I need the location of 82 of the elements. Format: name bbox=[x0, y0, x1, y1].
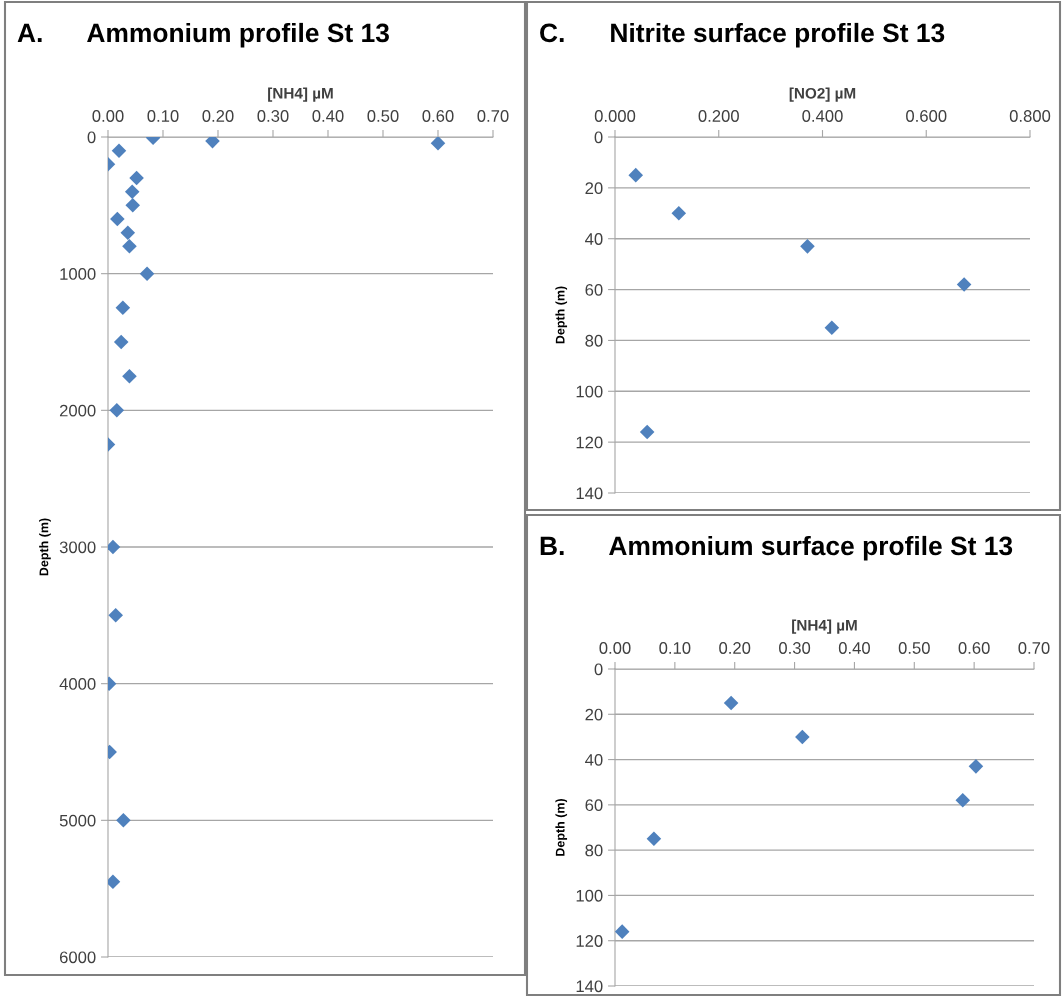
point bbox=[955, 793, 971, 808]
point bbox=[120, 225, 136, 240]
point bbox=[671, 206, 687, 221]
x-tick-label: 0.30 bbox=[257, 110, 289, 122]
x-tick-label: 0.000 bbox=[594, 110, 636, 122]
x-tick-label: 0.40 bbox=[312, 110, 344, 122]
y-tick-label: 5000 bbox=[59, 814, 96, 827]
x-tick-label: 0.30 bbox=[779, 642, 811, 654]
x-tick-label: 0.20 bbox=[719, 642, 751, 654]
x-tick-label: 0.50 bbox=[367, 110, 399, 122]
y-tick-label: 0 bbox=[87, 131, 96, 144]
y-tick-label: 3000 bbox=[59, 541, 96, 554]
point bbox=[108, 874, 121, 890]
point bbox=[113, 334, 129, 350]
chart-title: A. Ammonium profile St 13 bbox=[17, 22, 389, 48]
x-tick-label: 0.60 bbox=[422, 110, 454, 122]
x-axis-title: [NH4] µM bbox=[268, 87, 333, 102]
point bbox=[956, 277, 972, 292]
y-tick-label: 6000 bbox=[59, 951, 96, 964]
x-tick-label: 0.200 bbox=[698, 110, 739, 122]
y-tick-label: 140 bbox=[576, 487, 603, 500]
x-tick-label: 0.50 bbox=[898, 642, 930, 654]
y-tick-label: 140 bbox=[576, 980, 603, 993]
point bbox=[125, 198, 141, 213]
point bbox=[109, 403, 125, 418]
x-tick-label: 0.60 bbox=[958, 642, 990, 654]
y-tick-label: 120 bbox=[576, 436, 603, 449]
chart-title: C. Nitrite surface profile St 13 bbox=[540, 22, 945, 48]
point bbox=[115, 300, 131, 316]
point bbox=[639, 424, 655, 440]
x-tick-label: 0.800 bbox=[1009, 110, 1051, 122]
x-tick-label: 0.600 bbox=[906, 110, 947, 122]
y-tick-label: 40 bbox=[585, 233, 603, 245]
y-axis-title: Depth (m) bbox=[555, 798, 568, 856]
chart-title: B. Ammonium surface profile St 13 bbox=[540, 535, 1013, 561]
x-tick-label: 0.400 bbox=[802, 110, 843, 122]
point bbox=[124, 184, 140, 199]
y-tick-label: 80 bbox=[585, 844, 603, 857]
x-tick-label: 0.10 bbox=[659, 642, 691, 654]
y-tick-label: 1000 bbox=[60, 268, 96, 280]
y-tick-label: 0 bbox=[594, 131, 603, 144]
point bbox=[122, 368, 137, 384]
point bbox=[129, 170, 144, 186]
y-axis-title: Depth (m) bbox=[39, 518, 51, 576]
y-tick-label: 2000 bbox=[59, 404, 96, 417]
point bbox=[824, 320, 840, 335]
point bbox=[615, 924, 630, 939]
x-tick-label: 0.00 bbox=[92, 110, 124, 122]
point bbox=[723, 695, 739, 711]
y-tick-label: 40 bbox=[585, 753, 603, 766]
y-tick-label: 80 bbox=[585, 334, 603, 347]
point bbox=[646, 831, 662, 847]
point bbox=[430, 137, 446, 151]
x-tick-label: 0.20 bbox=[202, 110, 234, 122]
point bbox=[111, 143, 127, 158]
x-tick-label: 0.40 bbox=[838, 642, 870, 654]
point bbox=[628, 167, 644, 183]
point bbox=[795, 729, 810, 745]
point bbox=[800, 239, 815, 254]
point bbox=[139, 266, 155, 281]
x-axis-title: [NH4] µM bbox=[792, 619, 857, 634]
x-tick-label: 0.70 bbox=[1018, 642, 1050, 654]
x-tick-label: 0.10 bbox=[147, 110, 179, 122]
y-tick-label: 20 bbox=[585, 708, 603, 721]
y-axis-title: Depth (m) bbox=[555, 286, 568, 344]
point bbox=[122, 239, 137, 254]
y-tick-label: 120 bbox=[576, 935, 603, 947]
x-tick-label: 0.70 bbox=[477, 110, 509, 122]
point bbox=[116, 813, 131, 828]
y-tick-label: 0 bbox=[594, 663, 603, 676]
y-tick-label: 60 bbox=[585, 283, 603, 296]
y-tick-label: 100 bbox=[576, 889, 603, 902]
point bbox=[108, 608, 123, 623]
y-tick-label: 60 bbox=[585, 799, 603, 812]
x-axis-title: [NO2] µM bbox=[789, 87, 856, 102]
y-tick-label: 100 bbox=[576, 385, 603, 398]
x-tick-label: 0.00 bbox=[599, 642, 631, 654]
y-tick-label: 4000 bbox=[59, 678, 96, 690]
point bbox=[968, 759, 984, 774]
y-tick-label: 20 bbox=[585, 182, 603, 195]
point bbox=[108, 539, 121, 555]
point bbox=[110, 211, 125, 227]
